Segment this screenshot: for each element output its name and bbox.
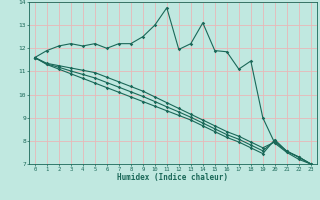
X-axis label: Humidex (Indice chaleur): Humidex (Indice chaleur) — [117, 173, 228, 182]
